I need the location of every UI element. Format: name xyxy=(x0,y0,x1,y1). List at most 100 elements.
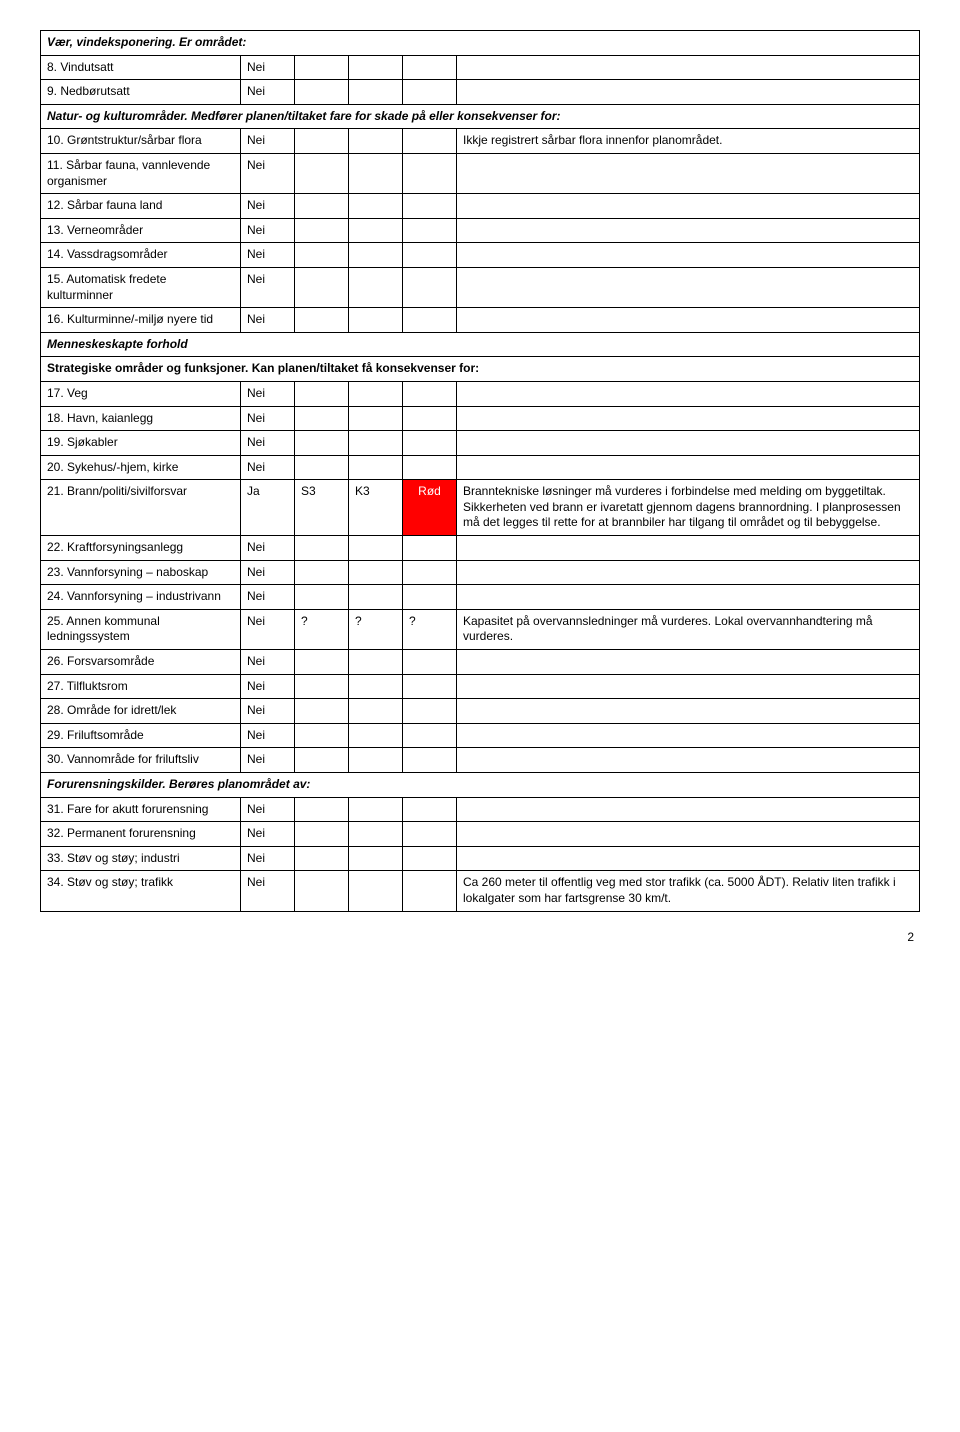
row-comment xyxy=(457,723,920,748)
row-comment xyxy=(457,699,920,724)
row-label: 18. Havn, kaianlegg xyxy=(41,406,241,431)
page-number: 2 xyxy=(40,930,920,944)
table-row: 32. Permanent forurensningNei xyxy=(41,822,920,847)
row-cell xyxy=(295,218,349,243)
row-cell xyxy=(295,797,349,822)
row-cell xyxy=(349,55,403,80)
table-row: 16. Kulturminne/-miljø nyere tidNei xyxy=(41,308,920,333)
row-cell: ? xyxy=(349,609,403,649)
row-comment xyxy=(457,536,920,561)
row-cell xyxy=(349,846,403,871)
row-cell: Nei xyxy=(241,846,295,871)
row-label: 31. Fare for akutt forurensning xyxy=(41,797,241,822)
row-comment xyxy=(457,194,920,219)
row-cell xyxy=(295,822,349,847)
row-label: 21. Brann/politi/sivilforsvar xyxy=(41,480,241,536)
row-cell xyxy=(295,194,349,219)
row-cell: Nei xyxy=(241,536,295,561)
row-cell xyxy=(295,748,349,773)
row-cell xyxy=(349,585,403,610)
row-cell: Nei xyxy=(241,871,295,911)
row-label: 23. Vannforsyning – naboskap xyxy=(41,560,241,585)
row-cell xyxy=(403,455,457,480)
row-cell xyxy=(403,406,457,431)
row-comment: Ikkje registrert sårbar flora innenfor p… xyxy=(457,129,920,154)
row-comment xyxy=(457,674,920,699)
row-cell xyxy=(295,536,349,561)
row-label: 26. Forsvarsområde xyxy=(41,650,241,675)
row-label: 30. Vannområde for friluftsliv xyxy=(41,748,241,773)
row-cell xyxy=(403,55,457,80)
row-label: 29. Friluftsområde xyxy=(41,723,241,748)
row-cell: Nei xyxy=(241,381,295,406)
row-comment xyxy=(457,431,920,456)
row-cell xyxy=(349,267,403,307)
row-cell: Nei xyxy=(241,55,295,80)
row-comment xyxy=(457,455,920,480)
row-cell xyxy=(295,560,349,585)
row-label: 22. Kraftforsyningsanlegg xyxy=(41,536,241,561)
row-cell: Nei xyxy=(241,218,295,243)
table-row: 26. ForsvarsområdeNei xyxy=(41,650,920,675)
table-row: 14. VassdragsområderNei xyxy=(41,243,920,268)
row-label: 12. Sårbar fauna land xyxy=(41,194,241,219)
row-cell xyxy=(295,431,349,456)
row-cell: Nei xyxy=(241,699,295,724)
row-label: 24. Vannforsyning – industrivann xyxy=(41,585,241,610)
row-label: 11. Sårbar fauna, vannlevende organismer xyxy=(41,153,241,193)
row-cell: Nei xyxy=(241,406,295,431)
row-cell: Nei xyxy=(241,674,295,699)
table-row: 29. FriluftsområdeNei xyxy=(41,723,920,748)
row-comment xyxy=(457,153,920,193)
row-cell xyxy=(349,822,403,847)
row-cell xyxy=(295,699,349,724)
table-row: 22. KraftforsyningsanleggNei xyxy=(41,536,920,561)
row-cell xyxy=(403,748,457,773)
row-cell: Nei xyxy=(241,560,295,585)
row-cell xyxy=(349,80,403,105)
row-cell: Nei xyxy=(241,308,295,333)
row-cell xyxy=(403,80,457,105)
table-row: 34. Støv og støy; trafikkNeiCa 260 meter… xyxy=(41,871,920,911)
table-row: 20. Sykehus/-hjem, kirkeNei xyxy=(41,455,920,480)
row-label: 32. Permanent forurensning xyxy=(41,822,241,847)
row-label: 33. Støv og støy; industri xyxy=(41,846,241,871)
risk-table: Vær, vindeksponering. Er området:8. Vind… xyxy=(40,30,920,912)
table-row: 13. VerneområderNei xyxy=(41,218,920,243)
row-cell xyxy=(295,243,349,268)
table-row: 25. Annen kommunal ledningssystemNei???K… xyxy=(41,609,920,649)
row-cell: Nei xyxy=(241,585,295,610)
row-cell xyxy=(295,674,349,699)
table-row: 19. SjøkablerNei xyxy=(41,431,920,456)
table-row: 17. VegNei xyxy=(41,381,920,406)
row-cell: Nei xyxy=(241,267,295,307)
row-cell xyxy=(403,194,457,219)
table-row: 28. Område for idrett/lekNei xyxy=(41,699,920,724)
row-comment xyxy=(457,650,920,675)
row-cell xyxy=(349,536,403,561)
row-cell xyxy=(295,308,349,333)
row-label: 25. Annen kommunal ledningssystem xyxy=(41,609,241,649)
table-row: 31. Fare for akutt forurensningNei xyxy=(41,797,920,822)
row-cell xyxy=(349,748,403,773)
row-comment xyxy=(457,560,920,585)
row-cell xyxy=(349,723,403,748)
row-comment: Ca 260 meter til offentlig veg med stor … xyxy=(457,871,920,911)
row-comment: Kapasitet på overvannsledninger må vurde… xyxy=(457,609,920,649)
table-row: 18. Havn, kaianleggNei xyxy=(41,406,920,431)
row-cell xyxy=(295,650,349,675)
row-cell xyxy=(349,153,403,193)
row-cell xyxy=(403,822,457,847)
row-comment xyxy=(457,243,920,268)
row-cell xyxy=(349,406,403,431)
row-comment xyxy=(457,846,920,871)
row-cell xyxy=(349,243,403,268)
row-cell xyxy=(403,536,457,561)
row-cell: S3 xyxy=(295,480,349,536)
row-cell xyxy=(403,381,457,406)
row-cell xyxy=(295,455,349,480)
section-header: Forurensningskilder. Berøres planområdet… xyxy=(41,773,920,798)
row-cell xyxy=(403,674,457,699)
row-cell xyxy=(349,674,403,699)
row-label: 10. Grøntstruktur/sårbar flora xyxy=(41,129,241,154)
